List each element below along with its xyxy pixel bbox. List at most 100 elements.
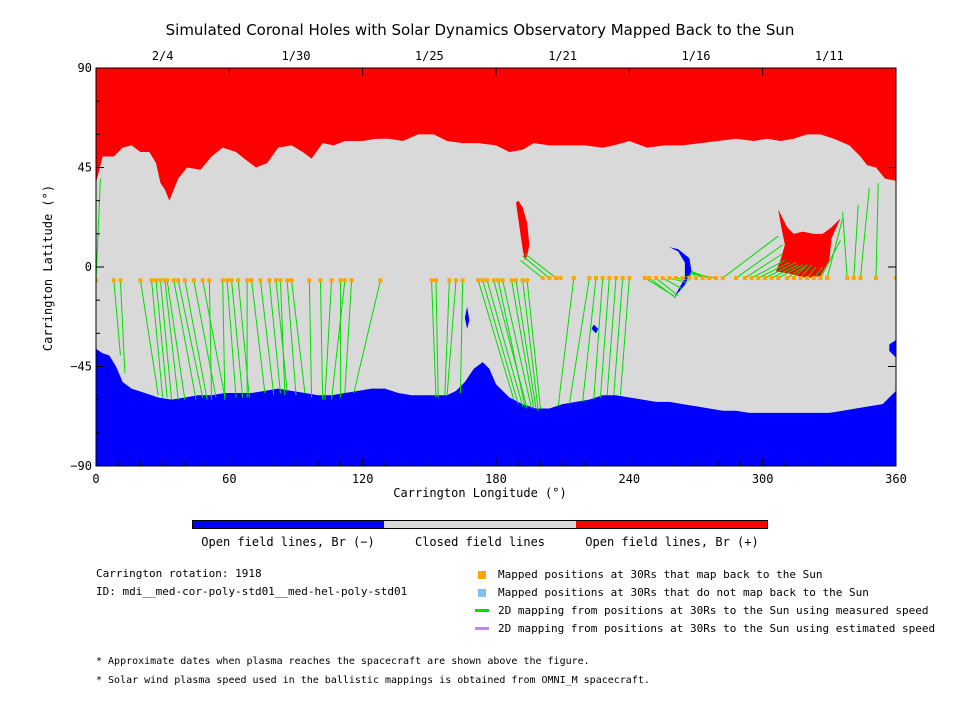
mapping-line [268, 280, 281, 394]
mapped-point [225, 278, 230, 283]
mapped-point [776, 276, 781, 281]
mapped-point [509, 278, 514, 283]
mapping-line [275, 280, 288, 391]
y-tick-label: 90 [78, 61, 92, 75]
mapped-point [476, 278, 481, 283]
mapped-point [756, 276, 761, 281]
mapping-line [777, 264, 803, 279]
mapped-point [162, 278, 167, 283]
mapping-line [259, 280, 275, 396]
mapped-point [714, 276, 718, 281]
mapping-line [526, 280, 541, 409]
colorbar-closed [384, 521, 576, 528]
mapping-line [522, 255, 550, 279]
mapped-point [274, 278, 278, 283]
mapping-line [800, 264, 812, 279]
mapping-line [222, 280, 226, 400]
mapped-point [769, 276, 774, 281]
chart-title: Simulated Coronal Holes with Solar Dynam… [165, 21, 795, 39]
mapping-line [159, 280, 173, 400]
mapping-line [226, 280, 237, 398]
mapping-line [771, 264, 799, 279]
mapped-point [554, 276, 558, 281]
mapped-point [627, 276, 632, 281]
mapping-line [522, 280, 539, 411]
mapping-line [613, 278, 624, 396]
mapping-line [113, 280, 121, 356]
mapping-line [842, 211, 848, 279]
mapping-line [649, 277, 677, 299]
mapped-point [349, 278, 354, 283]
mapping-line [177, 280, 204, 398]
y-tick-label: 45 [78, 161, 92, 175]
colorbar-positive [575, 521, 767, 528]
mapping-line [599, 278, 610, 398]
colorbar-label-positive: Open field lines, Br (+) [585, 535, 759, 549]
mapping-line [493, 280, 528, 409]
mapped-point [687, 276, 692, 281]
mapped-point [600, 276, 605, 281]
colorbar [192, 520, 768, 529]
mapped-point [694, 276, 698, 281]
mapping-line [208, 280, 213, 400]
legend-line-estimated [475, 627, 489, 630]
mapping-line [166, 280, 186, 400]
mapping-line [344, 280, 353, 394]
mapped-point [165, 278, 170, 283]
legend-line-measured [475, 609, 489, 612]
carrington-rotation: Carrington rotation: 1918 [96, 567, 262, 580]
mapped-point [734, 276, 738, 281]
mapping-line [820, 240, 841, 279]
colorbar-negative [193, 521, 385, 528]
mapped-point [318, 278, 323, 283]
mapping-line [764, 262, 797, 279]
mapping-line [353, 280, 381, 394]
mapped-point [520, 278, 525, 283]
mapping-line [497, 280, 526, 407]
mapping-line [619, 278, 630, 396]
mapping-line [511, 280, 535, 409]
date-tick-label: 1/25 [415, 49, 444, 63]
x-tick-label: 180 [485, 472, 507, 486]
mapped-point [460, 278, 465, 283]
mapped-point [111, 278, 116, 283]
legend-label-unmapped: Mapped positions at 30Rs that do not map… [498, 586, 869, 599]
colorbar-label-negative: Open field lines, Br (−) [201, 535, 375, 549]
mapped-point [818, 276, 823, 281]
mapped-point [540, 276, 545, 281]
mapped-point [700, 276, 705, 281]
mapped-point [785, 276, 790, 281]
mapping-line [853, 205, 859, 279]
mapping-line [793, 264, 808, 279]
mapping-line [502, 280, 533, 409]
mapped-point [674, 276, 678, 281]
y-tick-label: −45 [70, 360, 92, 374]
mapped-point [642, 276, 647, 281]
mapping-line [173, 280, 197, 400]
mapped-point [245, 278, 250, 283]
plot-area [96, 68, 896, 466]
y-tick-label: −90 [70, 459, 92, 473]
mapped-point [825, 276, 830, 281]
mapped-point [491, 278, 496, 283]
mapping-line [524, 253, 557, 279]
mapping-line [744, 253, 783, 279]
mapped-point [229, 278, 234, 283]
mapping-line [482, 280, 519, 405]
legend-swatch-mapped [478, 571, 486, 579]
mapped-point [118, 278, 123, 283]
legend-label-estimated: 2D mapping from positions at 30Rs to the… [498, 622, 936, 635]
mapping-line [662, 277, 683, 290]
mapped-point [191, 278, 196, 283]
date-tick-label: 1/16 [682, 49, 711, 63]
mapped-point [149, 278, 154, 283]
legend-label-mapped: Mapped positions at 30Rs that map back t… [498, 568, 823, 581]
legend-swatch-unmapped [478, 589, 486, 597]
mapped-point [278, 278, 283, 283]
date-tick-label: 2/4 [152, 49, 174, 63]
mapped-point [200, 278, 205, 283]
mapping-line [568, 277, 590, 405]
x-tick-label: 0 [92, 472, 99, 486]
mapped-point [258, 278, 263, 283]
